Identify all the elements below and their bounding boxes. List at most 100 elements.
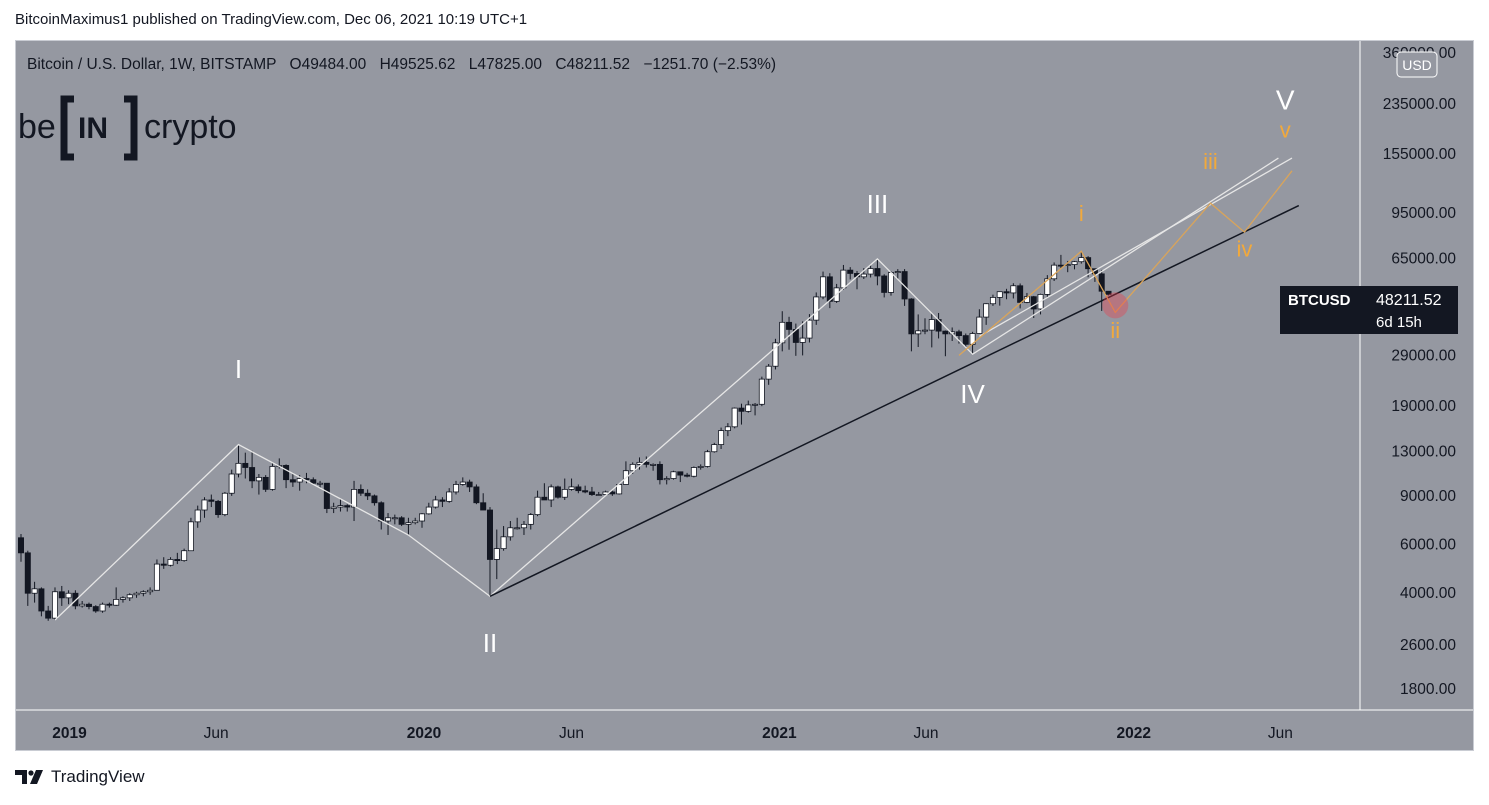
bar-countdown: 6d 15h (1376, 314, 1422, 331)
candle-bear (215, 500, 222, 516)
candle-bear (24, 552, 31, 594)
high-label: H (380, 56, 391, 73)
candle-bull (500, 536, 507, 550)
wave-label: v (1280, 118, 1291, 143)
candle-bull (772, 342, 779, 367)
candle-bear (486, 509, 493, 560)
wave-label: I (235, 354, 242, 384)
price-tick-label: 6000.00 (1400, 537, 1456, 554)
candle-bear (908, 298, 915, 335)
tradingview-logo-icon (15, 770, 43, 784)
candle-bull (731, 407, 738, 428)
candle-bear (1003, 291, 1010, 294)
watermark-middle: IN (78, 112, 108, 145)
watermark-left: be (18, 108, 56, 146)
candle-bull (1010, 285, 1017, 294)
candle-bull (1044, 278, 1051, 295)
candle-bear (480, 502, 487, 511)
wave-overlays (54, 157, 1300, 621)
time-tick-label: 2022 (1117, 725, 1151, 742)
candle-bull (629, 463, 636, 472)
low-label: L (469, 56, 478, 73)
last-price-value: 48211.52 (1376, 292, 1442, 309)
open-label: O (290, 56, 302, 73)
candle-bull (181, 550, 188, 561)
candle-bear (106, 603, 113, 606)
price-tick-label: 9000.00 (1400, 488, 1456, 505)
watermark-bracket-left (60, 95, 74, 161)
wave-label: II (483, 628, 497, 658)
candle-bull (446, 491, 453, 502)
candle-bull (140, 591, 147, 594)
close-value: 48211.52 (567, 56, 631, 73)
candle-bull (79, 603, 86, 607)
candle-bull (888, 272, 895, 293)
candle-bull (405, 522, 412, 525)
candle-bull (867, 268, 874, 275)
price-tick-label: 95000.00 (1391, 205, 1456, 222)
svg-text:Bitcoin / U.S. Dollar, 1W, BIT: Bitcoin / U.S. Dollar, 1W, BITSTAMP O494… (27, 56, 776, 73)
candle-bull (704, 451, 711, 467)
candle-bear (1017, 285, 1024, 303)
candle-bear (643, 461, 650, 465)
candle-bear (684, 474, 691, 477)
candle-bear (364, 492, 371, 497)
candle-bull (806, 319, 813, 339)
footer[interactable]: TradingView (15, 767, 145, 787)
wave-label: iv (1236, 237, 1252, 262)
time-tick-label: Jun (204, 725, 229, 742)
candle-bull (758, 378, 765, 405)
candle-bull (724, 426, 731, 432)
candle-bear (786, 321, 793, 330)
price-axis[interactable]: 360000.00235000.00155000.0095000.0065000… (1383, 45, 1457, 698)
candle-bull (650, 463, 657, 466)
price-tick-label: 155000.00 (1383, 146, 1457, 163)
candle-bull (921, 329, 928, 332)
candle-bull (1071, 261, 1078, 265)
candle-bull (337, 505, 344, 508)
candle-bear (942, 330, 949, 335)
candle-bull (894, 271, 901, 274)
becrypto-watermark: be IN crypto (18, 95, 237, 161)
candle-bull (255, 476, 262, 482)
currency-badge[interactable]: USD (1396, 51, 1438, 78)
candle-bull (425, 506, 432, 515)
candle-bear (582, 490, 589, 493)
candle-bull (745, 404, 752, 412)
candle-bull (167, 559, 174, 566)
open-value: 49484.00 (302, 56, 367, 73)
candle-bull (752, 403, 759, 406)
candle-bull (520, 523, 527, 529)
candle-bear (72, 592, 79, 607)
candle-bear (677, 471, 684, 476)
candle-bear (874, 268, 881, 277)
candle-bear (738, 407, 745, 412)
time-axis[interactable]: 2019 Jun 2020 Jun 2021 Jun 2022 Jun (52, 725, 1293, 742)
candle-bull (126, 594, 133, 599)
plot-background (16, 41, 1360, 710)
candle-bear (92, 606, 99, 612)
candle-bear (357, 488, 364, 494)
candle-bull (147, 589, 154, 593)
candle-bear (541, 496, 548, 501)
candle-bear (249, 467, 256, 482)
change-value: −1251.70 (−2.53%) (643, 56, 776, 73)
candle-bear (955, 331, 962, 337)
candle-bear (289, 479, 296, 483)
candle-bull (385, 517, 392, 522)
time-tick-label: Jun (913, 725, 938, 742)
candle-bull (989, 297, 996, 305)
candle-bull (119, 597, 126, 600)
candle-bull (983, 303, 990, 318)
candle-bear (371, 495, 378, 504)
candle-bull (527, 514, 534, 525)
last-price-tag: BTCUSD 48211.52 6d 15h (1280, 286, 1458, 334)
candle-bull (201, 499, 208, 511)
candle-bull (51, 591, 58, 619)
price-tick-label: 2600.00 (1400, 637, 1456, 654)
time-tick-label: 2020 (407, 725, 441, 742)
candle-bull (419, 513, 426, 522)
